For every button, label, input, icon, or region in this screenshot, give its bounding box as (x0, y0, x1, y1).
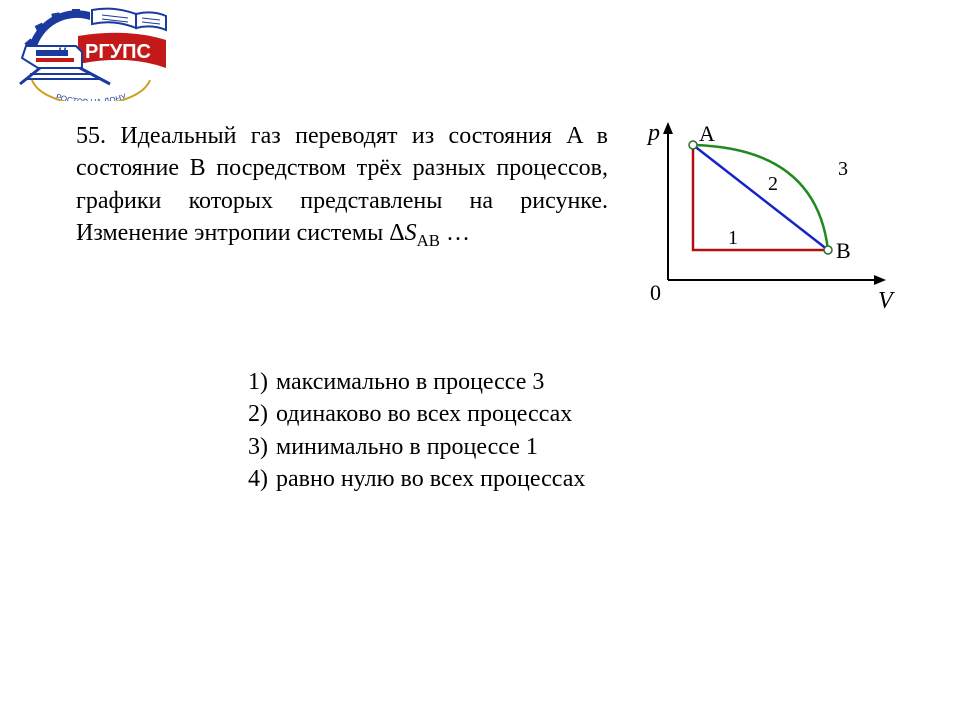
svg-text:B: B (836, 238, 851, 263)
logo-text: РГУПС (85, 41, 151, 63)
answer-text: минимально в процессе 1 (276, 431, 538, 463)
svg-text:0: 0 (650, 280, 661, 305)
svg-text:p: p (646, 120, 660, 146)
question-number: 55. (76, 123, 106, 149)
answer-list: 1) максимально в процессе 3 2) одинаково… (232, 366, 585, 496)
delta-symbol: Δ (389, 220, 404, 246)
logo-subtext: РОСТОВ-НА-ДОНУ (55, 92, 128, 101)
svg-text:V: V (878, 288, 895, 314)
svg-text:3: 3 (838, 158, 848, 180)
svg-text:A: A (699, 121, 715, 146)
question-ellipsis: … (440, 220, 470, 246)
answer-number: 2) (232, 398, 276, 430)
answer-text: одинаково во всех процессах (276, 398, 572, 430)
answer-item: 3) минимально в процессе 1 (232, 431, 585, 463)
question-body: Идеальный газ переводят из состояния A в… (76, 123, 608, 246)
answer-item: 2) одинаково во всех процессах (232, 398, 585, 430)
logo-letter: U (58, 46, 67, 58)
question-text: 55. Идеальный газ переводят из состояния… (76, 120, 608, 253)
svg-text:1: 1 (728, 227, 738, 249)
answer-item: 1) максимально в процессе 3 (232, 366, 585, 398)
answer-text: максимально в процессе 3 (276, 366, 544, 398)
entropy-var: S (405, 220, 417, 246)
entropy-sub: AB (417, 231, 440, 250)
svg-text:2: 2 (768, 173, 778, 195)
pv-diagram: p V 0 1 2 3 A B (628, 120, 918, 330)
answer-number: 4) (232, 463, 276, 495)
university-logo: РГУПС U РОСТОВ-НА-ДОНУ (18, 6, 168, 101)
answer-number: 3) (232, 431, 276, 463)
answer-item: 4) равно нулю во всех процессах (232, 463, 585, 495)
answer-number: 1) (232, 366, 276, 398)
answer-text: равно нулю во всех процессах (276, 463, 585, 495)
